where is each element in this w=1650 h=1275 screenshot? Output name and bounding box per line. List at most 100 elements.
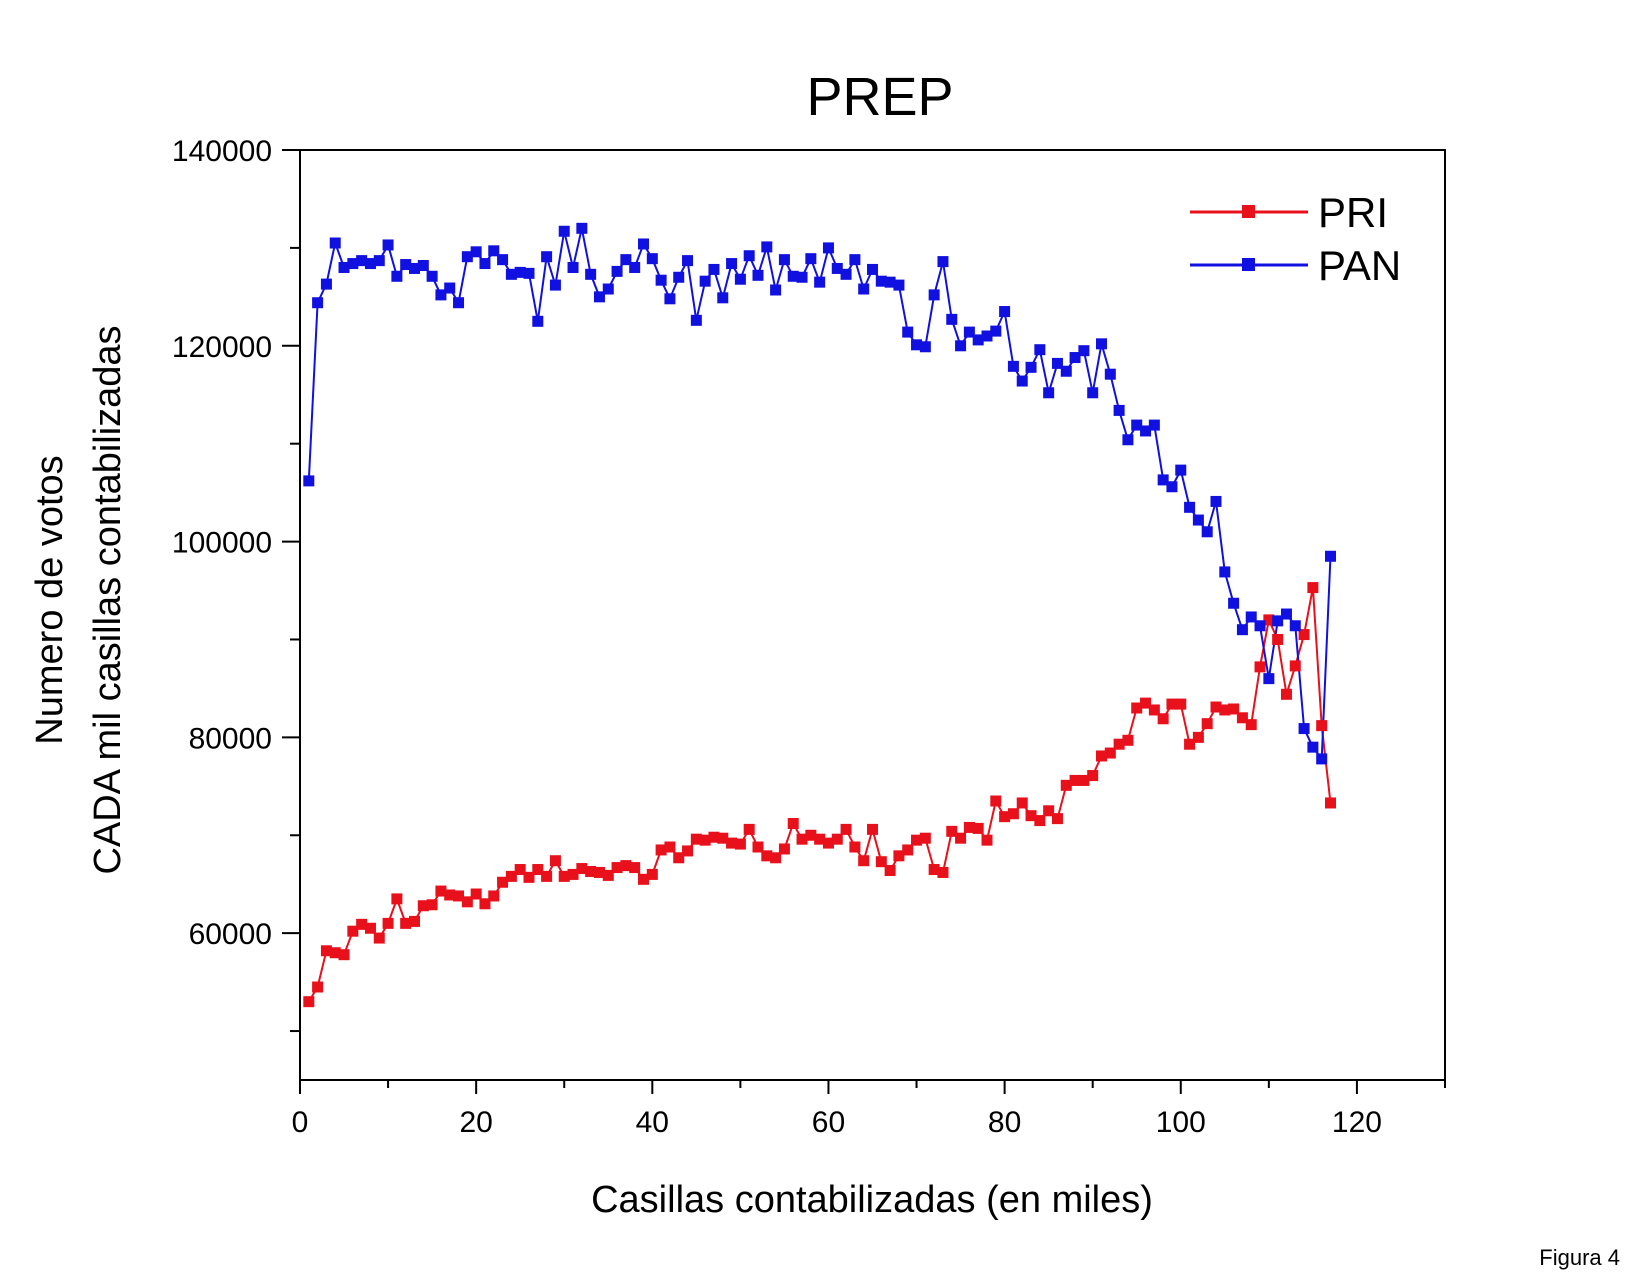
data-point-pri [752,841,764,853]
data-point-pri [479,898,491,910]
data-point-pri [611,862,623,874]
data-point-pri [426,899,438,911]
data-point-pan [849,254,861,266]
data-point-pan [752,269,764,281]
data-point-pri [1087,770,1099,782]
data-point-pri [409,915,420,927]
y-axis: 60000 80000 100000 120000 140000 [172,135,300,1033]
data-point-pri [382,917,394,929]
data-point-pri [946,825,958,837]
data-point-pri [1113,738,1125,750]
data-point-pan [593,291,605,303]
data-point-pan [453,297,465,309]
data-point-pri [867,823,878,835]
data-point-pan [1219,566,1231,578]
data-point-pan [558,225,570,237]
data-point-pri [646,868,658,880]
y-tick-label: 80000 [189,722,272,755]
series-lines [307,228,1332,1003]
data-point-pan [664,293,676,305]
data-point-pan [902,326,914,338]
y-tick-label: 100000 [172,527,272,560]
x-tick-label: 100 [1156,1106,1206,1139]
data-point-pri [541,870,553,882]
x-tick-label: 120 [1332,1106,1382,1139]
data-point-pri [840,823,852,835]
data-point-pri [602,869,614,881]
data-point-pan [717,292,729,304]
data-point-pan [611,265,623,277]
data-point-pri [858,855,870,867]
data-point-pri [1263,614,1275,626]
data-point-pri [655,844,667,856]
data-point-pri [1245,719,1257,731]
y-tick-label: 140000 [172,135,272,168]
data-point-pri [629,862,641,874]
x-tick-label: 20 [459,1106,492,1139]
data-point-pan [831,262,843,274]
data-point-pri [796,833,808,845]
data-point-pri [690,833,702,845]
data-point-pri [356,918,368,930]
data-point-pri [497,876,509,888]
data-point-pri [453,890,465,902]
plot-area: 60000 80000 100000 120000 140000 0 20 40 60 80 10… [172,135,1446,1139]
x-tick-label: 80 [988,1106,1021,1139]
data-point-pan [505,268,517,280]
data-point-pan [1025,361,1037,373]
data-point-pan [761,241,773,253]
data-point-pan [911,339,923,351]
data-point-pan [523,267,535,279]
data-point-pri [805,829,817,841]
data-point-pan [585,268,597,280]
data-point-pan [1157,474,1169,486]
data-point-pan [1272,615,1284,627]
data-point-pan [884,276,896,288]
data-point-pri [1148,704,1160,716]
data-point-pan [734,273,746,285]
data-point-pri [1166,698,1178,710]
legend-marker-pri [1242,205,1255,218]
data-point-pri [778,843,790,855]
y-axis-title: Numero de votos CADA mil casillas contab… [29,325,129,874]
data-point-pan [532,315,544,327]
data-point-pan [620,254,632,266]
data-point-pan [682,255,694,267]
data-point-pri [567,868,579,880]
data-point-pri [1034,815,1046,827]
data-point-pri [1219,704,1231,716]
data-point-pri [417,900,429,912]
data-point-pan [1043,387,1055,399]
data-point-pan [497,254,509,266]
data-point-pri [849,841,861,853]
data-point-pan [1122,434,1134,446]
data-point-pan [1210,495,1222,507]
data-point-pan [1131,419,1143,431]
data-point-pan [1034,344,1046,356]
data-point-pan [726,258,738,270]
data-point-pri [875,856,887,868]
data-point-pan [1228,597,1240,609]
x-tick-label: 60 [812,1106,845,1139]
data-point-pan [937,256,949,268]
data-point-pri [585,865,597,877]
data-point-pan [426,270,438,282]
data-point-pri [919,832,931,844]
data-point-pan [673,271,685,283]
data-point-pan [1069,352,1081,364]
data-point-pri [831,833,843,845]
data-point-pri [444,889,456,901]
data-point-pri [1069,774,1081,786]
data-point-pan [919,341,931,353]
data-point-pri [1280,688,1292,700]
data-point-pan [329,237,341,249]
data-point-pri [1289,660,1301,672]
data-point-pan [1307,741,1319,753]
data-point-pan [787,270,799,282]
data-point-pan [708,263,720,275]
data-point-pan [479,258,491,270]
chart-title: PREP [806,67,953,127]
data-point-pri [593,866,605,878]
data-point-pan [840,268,852,280]
data-point-pan [655,274,667,286]
